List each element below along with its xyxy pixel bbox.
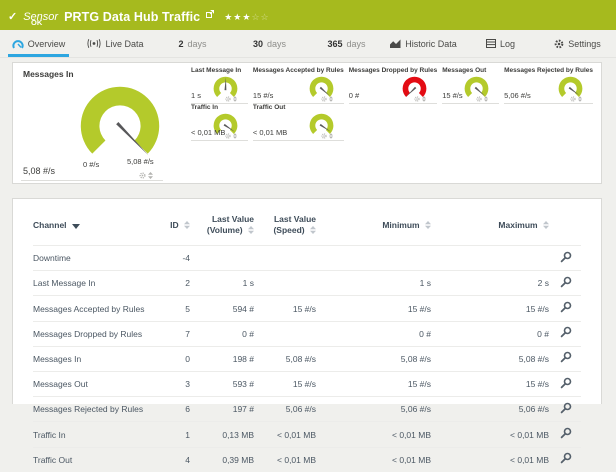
log-icon [485, 39, 496, 48]
gear-icon[interactable] [139, 172, 146, 179]
messages-in-gauge[interactable] [71, 73, 169, 171]
gauge-messages-in: Messages In 0 #/s 5,08 #/s 5,08 #/s [13, 63, 189, 183]
gauge-messages-out: Messages Out 15 #/s [442, 67, 500, 104]
table-row-traffic-out[interactable]: Traffic Out 4 0,39 MB < 0,01 MB < 0,01 M… [33, 446, 581, 472]
table-row-last-message-in[interactable]: Last Message In 2 1 s 1 s 2 s [33, 270, 581, 296]
gauge-traffic-in: Traffic In < 0,01 MB [191, 104, 248, 141]
sort-both-icon [310, 226, 316, 235]
gear-icon[interactable] [225, 133, 231, 139]
external-link-icon[interactable] [206, 5, 215, 23]
sort-toggle-icon[interactable] [328, 96, 333, 102]
gear-icon[interactable] [414, 96, 420, 102]
column-header-last-value-volume[interactable]: Last Value (Volume) [206, 214, 254, 236]
sort-toggle-icon[interactable] [422, 96, 427, 102]
column-header-id[interactable]: ID [158, 205, 190, 246]
sort-toggle-icon[interactable] [232, 96, 237, 102]
sort-toggle-icon[interactable] [148, 172, 153, 179]
gauge-scale-max: 5,08 #/s [127, 157, 154, 166]
table-row-traffic-in[interactable]: Traffic In 1 0,13 MB < 0,01 MB < 0,01 MB… [33, 421, 581, 448]
channel-settings-wrench-icon[interactable] [559, 377, 572, 390]
gear-icon[interactable] [225, 96, 231, 102]
messages-dropped-gauge[interactable] [401, 74, 428, 101]
sort-desc-icon [71, 224, 80, 230]
table-row-downtime[interactable]: Downtime -4 [33, 245, 581, 271]
sensor-type-label: Sensor [23, 11, 59, 23]
divider [21, 180, 163, 181]
gear-icon[interactable] [321, 133, 327, 139]
status-badge: OK [31, 18, 43, 27]
priority-stars[interactable]: ★★★☆☆ [224, 11, 270, 22]
column-header-last-value-speed[interactable]: Last Value (Speed) [273, 214, 316, 236]
sensor-header: ✓ Sensor PRTG Data Hub Traffic ★★★☆☆ OK [0, 0, 616, 30]
gauge-title: Messages In [23, 69, 74, 79]
channel-settings-wrench-icon[interactable] [559, 452, 572, 465]
live-signal-icon [87, 39, 102, 48]
traffic-out-gauge[interactable] [308, 111, 335, 138]
column-header-minimum[interactable]: Minimum [316, 205, 431, 246]
last-message-in-gauge[interactable] [212, 74, 239, 101]
gauge-current-value: 5,08 #/s [23, 166, 56, 176]
page-title: PRTG Data Hub Traffic [64, 10, 201, 24]
gauge-messages-dropped: Messages Dropped by Rules 0 # [348, 67, 438, 104]
tab-historic-data[interactable]: Historic Data [385, 30, 462, 57]
gear-icon [554, 39, 564, 48]
gauge-messages-rejected: Messages Rejected by Rules 5,06 #/s [504, 67, 593, 104]
gauge-last-message-in: Last Message In 1 s [191, 67, 248, 104]
channel-settings-wrench-icon[interactable] [559, 351, 572, 364]
sort-toggle-icon[interactable] [484, 96, 489, 102]
table-row-messages-accepted[interactable]: Messages Accepted by Rules 5 594 # 15 #/… [33, 295, 581, 322]
table-row-messages-dropped[interactable]: Messages Dropped by Rules 7 0 # 0 # 0 # [33, 320, 581, 347]
channel-settings-wrench-icon[interactable] [559, 427, 572, 440]
channel-settings-wrench-icon[interactable] [559, 251, 572, 264]
channel-settings-wrench-icon[interactable] [559, 301, 572, 314]
historic-chart-icon [390, 39, 401, 48]
tab-overview[interactable]: Overview [0, 30, 77, 57]
sort-both-icon [425, 221, 431, 230]
tab-settings[interactable]: Settings [539, 30, 616, 57]
messages-accepted-gauge[interactable] [308, 74, 335, 101]
messages-out-gauge[interactable] [463, 74, 490, 101]
messages-rejected-gauge[interactable] [557, 74, 584, 101]
gear-icon[interactable] [570, 96, 576, 102]
column-header-channel[interactable]: Channel [33, 205, 158, 246]
status-ok-check-icon: ✓ [8, 10, 18, 23]
gauge-traffic-out: Traffic Out < 0,01 MB [252, 104, 344, 141]
traffic-in-gauge[interactable] [212, 111, 239, 138]
sort-toggle-icon[interactable] [578, 96, 582, 102]
sort-both-icon [543, 221, 549, 230]
channel-settings-wrench-icon[interactable] [559, 326, 572, 339]
tab-live-data[interactable]: Live Data [77, 30, 154, 57]
channel-table: Channel ID Last Value (Volume) Last Valu… [33, 205, 581, 472]
gear-icon[interactable] [321, 96, 327, 102]
sort-both-icon [248, 226, 254, 235]
sort-toggle-icon[interactable] [328, 133, 333, 139]
tab-30-days[interactable]: 30 days [252, 38, 287, 49]
table-row-messages-out[interactable]: Messages Out 3 593 # 15 #/s 15 #/s 15 #/… [33, 371, 581, 397]
column-header-maximum[interactable]: Maximum [431, 205, 549, 246]
gauges-panel: Messages In 0 #/s 5,08 #/s 5,08 #/s Last… [12, 62, 602, 184]
table-row-messages-in[interactable]: Messages In 0 198 # 5,08 #/s 5,08 #/s 5,… [33, 345, 581, 372]
gauge-messages-accepted: Messages Accepted by Rules 15 #/s [252, 67, 344, 104]
gauge-icon [12, 39, 24, 48]
table-row-messages-rejected[interactable]: Messages Rejected by Rules 6 197 # 5,06 … [33, 396, 581, 422]
tab-365-days[interactable]: 365 days [327, 38, 366, 49]
mini-gauge-grid: Last Message In 1 s Messages Accepted by… [189, 63, 601, 183]
tab-2-days[interactable]: 2 days [178, 38, 207, 49]
gear-icon[interactable] [476, 96, 482, 102]
gauge-scale-min: 0 #/s [83, 160, 100, 169]
column-header-actions [549, 205, 581, 246]
sort-both-icon [184, 221, 190, 230]
sort-toggle-icon[interactable] [232, 133, 237, 139]
channel-table-panel: Channel ID Last Value (Volume) Last Valu… [12, 198, 602, 472]
tab-bar: Overview Live Data 2 days 30 days 365 da… [0, 30, 616, 58]
channel-settings-wrench-icon[interactable] [559, 276, 572, 289]
tab-log[interactable]: Log [462, 30, 539, 57]
